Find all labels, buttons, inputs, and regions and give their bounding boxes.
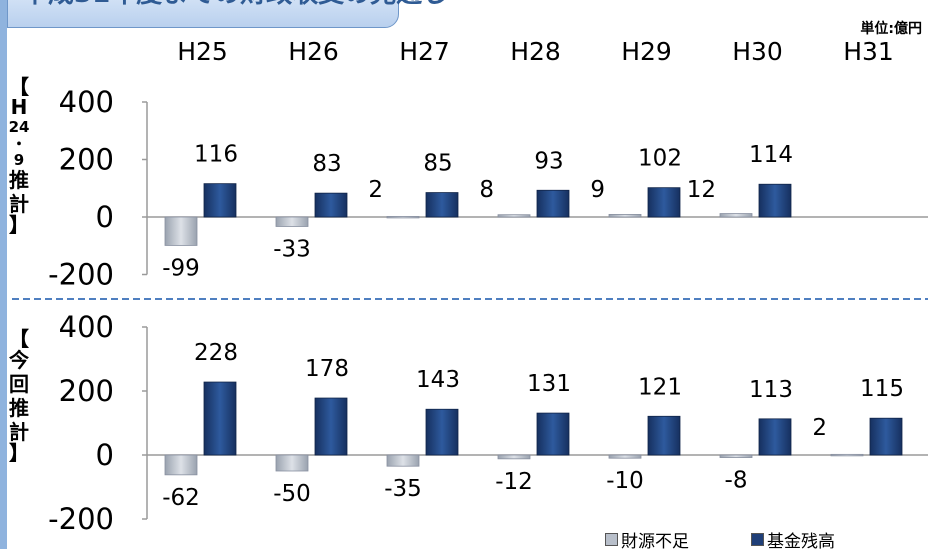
legend: 財源不足 基金残高 — [605, 527, 835, 552]
bar-shortfall-H25 — [164, 216, 198, 246]
bar-fund-H29 — [647, 187, 681, 218]
y-tick-label-200: 200 — [59, 143, 114, 177]
bar-fund-H30 — [758, 183, 792, 218]
bar-shortfall-H26 — [275, 454, 309, 472]
panel-bottom: 400 200 0 -200 -62 228 -50 178 -35 143 -12 131 -10 12… — [48, 310, 928, 536]
category-label-H29: H29 — [621, 37, 672, 66]
data-label-fund-H28: 131 — [527, 371, 571, 397]
data-label-fund-H29: 121 — [638, 374, 682, 400]
data-label-shortfall-H29: 9 — [590, 177, 605, 203]
data-label-shortfall-H29: -10 — [606, 468, 644, 494]
category-label-H25: H25 — [177, 37, 228, 66]
bar-shortfall-H30 — [719, 213, 753, 218]
data-label-shortfall-H25: -62 — [162, 485, 200, 511]
bar-fund-H25 — [203, 183, 237, 218]
data-label-shortfall-H30: -8 — [725, 468, 748, 494]
data-label-shortfall-H28: -12 — [495, 469, 533, 495]
bar-fund-H26 — [314, 192, 348, 218]
data-label-shortfall-H30: 12 — [687, 177, 716, 203]
y-tick-label--200: -200 — [48, 258, 114, 292]
data-label-fund-H26: 178 — [305, 356, 349, 382]
category-label-H28: H28 — [510, 37, 561, 66]
y-tick-label-0: 0 — [96, 200, 114, 234]
data-label-shortfall-H26: -33 — [273, 236, 311, 262]
category-label-H27: H27 — [399, 37, 450, 66]
data-label-fund-H25: 116 — [194, 142, 238, 168]
y-tick-label-200: 200 — [59, 374, 114, 408]
chart-title: 平成31年度までの財政収支の見通し — [22, 0, 448, 11]
bar-shortfall-H30 — [719, 454, 753, 458]
data-label-fund-H25: 228 — [194, 340, 238, 366]
data-label-fund-H30: 113 — [749, 377, 793, 403]
category-label-H30: H30 — [732, 37, 783, 66]
data-label-shortfall-H25: -99 — [162, 255, 200, 281]
y-tick-label--200: -200 — [48, 502, 114, 536]
bar-fund-H31 — [869, 417, 903, 456]
bar-shortfall-H29 — [608, 454, 642, 459]
y-tick-label-0: 0 — [96, 438, 114, 472]
category-label-H31: H31 — [843, 37, 894, 66]
bar-shortfall-H25 — [164, 454, 198, 476]
data-label-fund-H27: 143 — [416, 367, 460, 393]
bar-shortfall-H27 — [386, 454, 420, 467]
y-tick-label-400: 400 — [59, 85, 114, 119]
panel-label-bottom: 【 今 回 推 計 】 — [9, 327, 29, 465]
data-label-fund-H26: 83 — [312, 151, 341, 177]
data-label-shortfall-H27: 2 — [368, 177, 383, 203]
left-accent-strip — [0, 0, 7, 549]
data-label-shortfall-H26: -50 — [273, 481, 311, 507]
data-label-shortfall-H31: 2 — [812, 415, 827, 441]
y-tick-label-400: 400 — [59, 310, 114, 344]
bar-shortfall-H29 — [608, 214, 642, 218]
bar-fund-H29 — [647, 415, 681, 456]
title-banner: 平成31年度までの財政収支の見通し — [7, 0, 448, 28]
data-label-fund-H28: 93 — [534, 148, 563, 174]
legend-item-fund: 基金残高 — [751, 527, 835, 552]
data-label-shortfall-H28: 8 — [479, 177, 494, 203]
bar-shortfall-H27 — [386, 216, 420, 219]
bar-fund-H26 — [314, 397, 348, 456]
bar-shortfall-H26 — [275, 216, 309, 227]
bar-shortfall-H28 — [497, 214, 531, 218]
bar-fund-H30 — [758, 418, 792, 456]
bar-fund-H28 — [536, 189, 570, 218]
bar-fund-H25 — [203, 381, 237, 456]
data-label-fund-H31: 115 — [860, 376, 904, 402]
bar-fund-H27 — [425, 192, 459, 218]
bar-fund-H27 — [425, 408, 459, 456]
category-label-H26: H26 — [288, 37, 339, 66]
data-label-shortfall-H27: -35 — [384, 476, 422, 502]
legend-label-fund: 基金残高 — [767, 532, 835, 552]
legend-swatch-shortfall — [605, 533, 618, 546]
data-label-fund-H27: 85 — [423, 151, 452, 177]
bar-shortfall-H31 — [830, 453, 864, 457]
panel-label-top: 【 H 24 ・ 9 推 計 】 — [8, 75, 30, 237]
legend-swatch-fund — [751, 533, 764, 546]
legend-item-shortfall: 財源不足 — [605, 527, 689, 552]
data-label-fund-H30: 114 — [749, 142, 793, 168]
unit-label: 単位:億円 — [860, 21, 922, 37]
bar-shortfall-H28 — [497, 454, 531, 460]
legend-label-shortfall: 財源不足 — [621, 532, 689, 552]
bar-fund-H28 — [536, 412, 570, 456]
data-label-fund-H29: 102 — [638, 146, 682, 172]
